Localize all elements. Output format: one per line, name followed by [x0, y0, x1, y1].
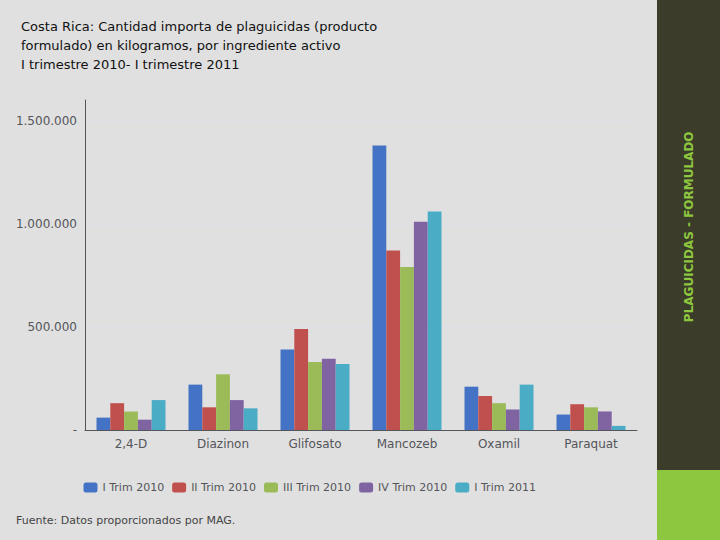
svg-text:-: - [73, 423, 77, 437]
svg-text:Costa Rica: Cantidad importa d: Costa Rica: Cantidad importa de plaguici… [21, 19, 377, 34]
svg-text:IV Trim 2010: IV Trim 2010 [378, 481, 447, 494]
svg-text:Oxamil: Oxamil [478, 437, 520, 451]
svg-text:III Trim 2010: III Trim 2010 [283, 481, 351, 494]
svg-text:I Trim 2010: I Trim 2010 [103, 481, 165, 494]
svg-text:Glifosato: Glifosato [288, 437, 341, 451]
svg-text:I trimestre 2010- I trimestre: I trimestre 2010- I trimestre 2011 [21, 57, 239, 72]
svg-text:formulado) en kilogramos, por: formulado) en kilogramos, por ingredient… [21, 38, 341, 53]
svg-text:Diazinon: Diazinon [197, 437, 249, 451]
svg-text:1.500.000: 1.500.000 [16, 114, 77, 128]
svg-text:500.000: 500.000 [27, 320, 77, 334]
svg-text:PLAGUICIDAS - FORMULADO: PLAGUICIDAS - FORMULADO [682, 131, 696, 322]
svg-text:Mancozeb: Mancozeb [377, 437, 438, 451]
svg-text:Paraquat: Paraquat [564, 437, 618, 451]
svg-text:I Trim 2011: I Trim 2011 [474, 481, 536, 494]
svg-text:2,4-D: 2,4-D [115, 437, 148, 451]
svg-text:1.000.000: 1.000.000 [16, 217, 77, 231]
svg-text:II Trim 2010: II Trim 2010 [191, 481, 256, 494]
svg-text:Fuente: Datos proporcionados p: Fuente: Datos proporcionados por MAG. [16, 514, 235, 527]
